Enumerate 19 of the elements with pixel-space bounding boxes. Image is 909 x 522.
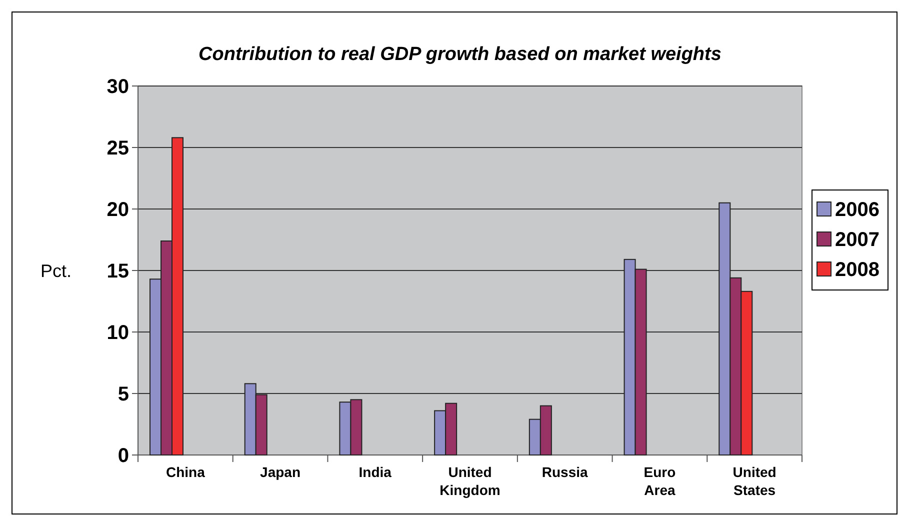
x-tick-label: United States [732, 464, 776, 498]
legend-label: 2006 [835, 199, 880, 221]
x-tick-label: India [358, 464, 392, 480]
y-tick-label: 25 [106, 138, 129, 160]
x-tick-label: United Kingdom [440, 464, 500, 498]
y-tick-label: 20 [106, 199, 129, 221]
y-axis-title: Pct. [40, 260, 72, 281]
y-tick-label: 15 [106, 260, 129, 282]
y-tick-label: 30 [106, 76, 129, 98]
y-tick-label: 10 [106, 322, 129, 344]
y-tick-label: 5 [118, 384, 129, 406]
legend-label: 2007 [835, 229, 880, 251]
x-tick-label: Russia [542, 464, 588, 480]
legend-label: 2008 [835, 259, 880, 281]
x-tick-label: China [166, 464, 206, 480]
chart-title: Contribution to real GDP growth based on market weights [198, 44, 722, 65]
y-tick-label: 0 [118, 445, 129, 467]
x-tick-label: Japan [260, 464, 301, 480]
x-tick-label: Euro Area [644, 464, 676, 498]
